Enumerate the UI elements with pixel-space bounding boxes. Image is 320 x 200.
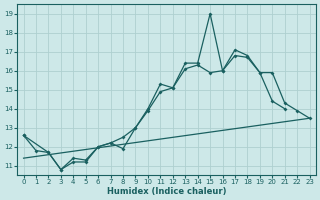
X-axis label: Humidex (Indice chaleur): Humidex (Indice chaleur) [107,187,226,196]
